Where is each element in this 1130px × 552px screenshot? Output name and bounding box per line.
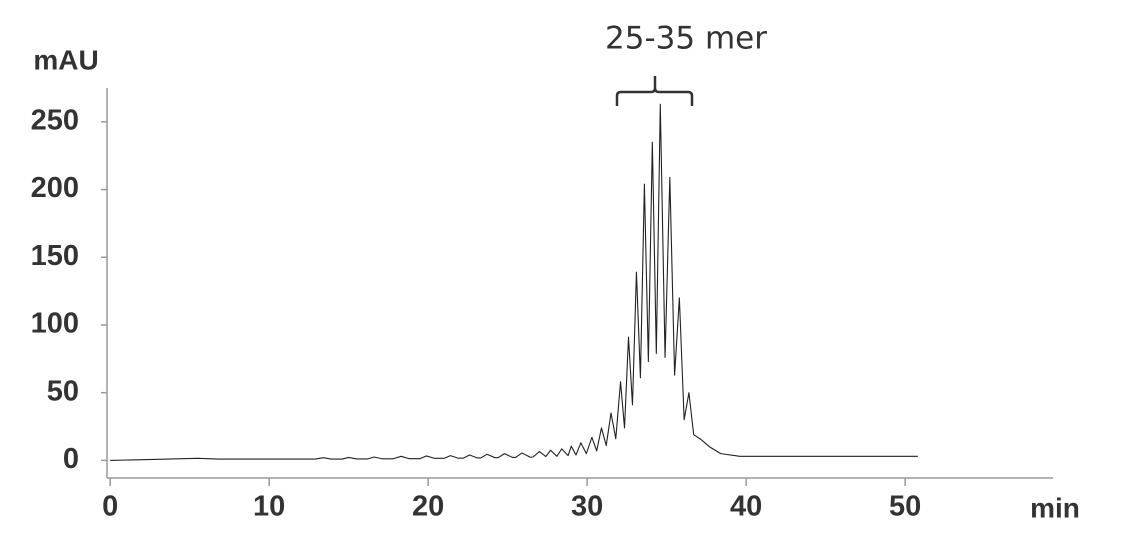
x-tick-label: 30 <box>571 491 603 523</box>
x-tick-label: 40 <box>730 491 762 523</box>
y-tick-label: 200 <box>31 172 79 204</box>
y-tick-label: 100 <box>31 308 79 340</box>
y-tick-label: 150 <box>31 240 79 272</box>
y-axis-title: mAU <box>33 44 98 75</box>
x-tick-label: 0 <box>102 491 118 523</box>
x-tick-label: 50 <box>889 491 921 523</box>
bracket <box>615 76 694 106</box>
y-tick-label: 50 <box>47 375 79 407</box>
annotation: 25-35 mer <box>605 21 767 57</box>
x-tick-label: 20 <box>412 491 444 523</box>
x-tick-label: 10 <box>253 491 285 523</box>
y-tick-label: 250 <box>31 105 79 137</box>
x-axis-title: min <box>1030 492 1080 523</box>
chromatogram-line <box>110 103 918 461</box>
y-tick-label: 0 <box>63 443 79 475</box>
